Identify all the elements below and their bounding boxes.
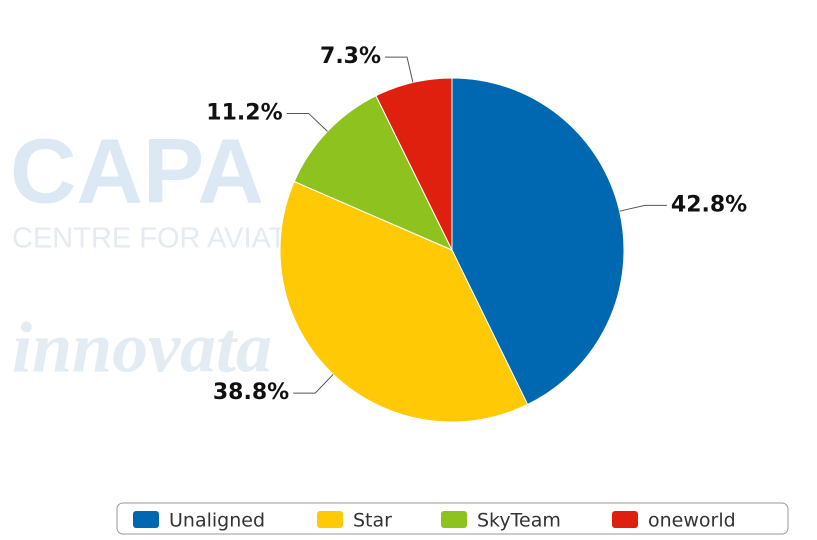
legend-label: Star: [353, 510, 392, 532]
legend-label: oneworld: [648, 510, 736, 532]
data-label: 11.2%: [206, 100, 282, 125]
legend-label: Unaligned: [169, 510, 265, 532]
legend-swatch: [441, 511, 467, 528]
label-connector: [293, 374, 334, 394]
pie-slice: [293, 95, 454, 252]
pie: 42.8% 38.8% 11.2% 7.3%: [206, 44, 747, 423]
pie-slice: [279, 180, 529, 423]
watermark: CAPA: [10, 120, 264, 222]
legend-swatch: [133, 511, 159, 528]
label-connector: [385, 56, 414, 83]
data-label: 7.3%: [320, 44, 381, 69]
label-connector: [619, 204, 667, 212]
legend: Unaligned Star SkyTeam oneworld: [133, 510, 736, 532]
data-label: 38.8%: [213, 380, 289, 405]
label-connector: [286, 112, 328, 132]
legend-swatch: [317, 511, 343, 528]
watermark: innovata: [12, 308, 272, 388]
data-label: 42.8%: [671, 192, 747, 217]
pie-slice: [451, 77, 625, 406]
legend-swatch: [612, 511, 638, 528]
legend-label: SkyTeam: [477, 510, 561, 532]
